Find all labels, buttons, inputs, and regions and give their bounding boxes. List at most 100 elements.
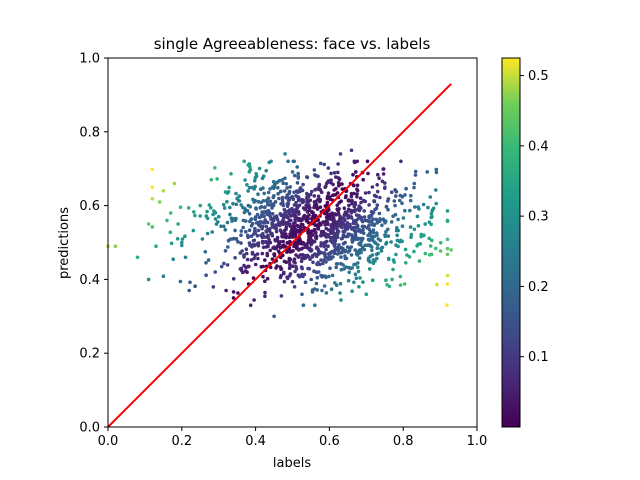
scatter-point bbox=[355, 224, 360, 229]
scatter-point bbox=[438, 249, 443, 253]
scatter-point bbox=[408, 198, 413, 203]
scatter-point bbox=[357, 285, 361, 289]
scatter-point bbox=[413, 169, 418, 174]
scatter-point bbox=[278, 275, 283, 280]
scatter-point bbox=[349, 148, 354, 153]
scatter-point bbox=[289, 233, 294, 237]
scatter-point bbox=[336, 211, 341, 216]
scatter-point bbox=[225, 199, 229, 204]
scatter-point bbox=[215, 177, 219, 181]
scatter-point bbox=[273, 200, 278, 204]
scatter-point bbox=[393, 203, 397, 208]
scatter-point bbox=[296, 176, 301, 180]
scatter-point bbox=[435, 282, 439, 287]
scatter-point bbox=[295, 181, 300, 185]
scatter-point bbox=[371, 217, 375, 221]
scatter-point bbox=[350, 201, 354, 206]
scatter-point bbox=[291, 221, 296, 226]
colorbar-tick-label: 0.4 bbox=[528, 139, 549, 154]
scatter-layer bbox=[106, 148, 454, 319]
scatter-point bbox=[299, 225, 303, 230]
scatter-point bbox=[193, 284, 197, 289]
scatter-point bbox=[290, 170, 295, 174]
scatter-point bbox=[445, 209, 450, 213]
scatter-point bbox=[305, 210, 310, 214]
scatter-point bbox=[328, 251, 333, 256]
scatter-point bbox=[434, 201, 439, 206]
scatter-point bbox=[248, 165, 252, 169]
scatter-point bbox=[339, 267, 344, 272]
scatter-point bbox=[342, 206, 347, 210]
scatter-point bbox=[349, 253, 354, 257]
scatter-point bbox=[246, 189, 250, 193]
scatter-point bbox=[394, 194, 398, 198]
scatter-point bbox=[246, 264, 250, 269]
scatter-point bbox=[356, 265, 360, 270]
scatter-point bbox=[209, 206, 213, 210]
scatter-point bbox=[259, 200, 264, 205]
scatter-point bbox=[228, 205, 232, 210]
scatter-point bbox=[212, 209, 216, 213]
scatter-point bbox=[276, 192, 280, 196]
scatter-point bbox=[261, 274, 265, 279]
scatter-point bbox=[318, 197, 322, 202]
scatter-point bbox=[154, 244, 158, 248]
scatter-point bbox=[349, 245, 354, 249]
scatter-point bbox=[430, 238, 434, 243]
scatter-point bbox=[367, 267, 372, 271]
scatter-point bbox=[290, 206, 294, 211]
scatter-point bbox=[256, 192, 260, 196]
scatter-point bbox=[275, 216, 279, 221]
scatter-point bbox=[335, 262, 340, 266]
scatter-point bbox=[380, 223, 384, 228]
scatter-point bbox=[341, 263, 345, 267]
scatter-point bbox=[347, 203, 351, 208]
scatter-point bbox=[355, 237, 360, 242]
scatter-point bbox=[425, 170, 430, 174]
scatter-point bbox=[389, 220, 394, 224]
scatter-point bbox=[297, 248, 301, 252]
scatter-point bbox=[178, 279, 183, 284]
scatter-point bbox=[245, 257, 250, 262]
scatter-point bbox=[332, 171, 337, 175]
scatter-point bbox=[371, 230, 376, 235]
scatter-point bbox=[287, 259, 292, 264]
scatter-point bbox=[288, 222, 292, 226]
scatter-point bbox=[245, 270, 249, 275]
colorbar-tick-label: 0.1 bbox=[528, 350, 549, 365]
x-tick-label: 0.6 bbox=[319, 434, 340, 449]
scatter-point bbox=[294, 264, 298, 269]
scatter-point bbox=[378, 217, 382, 221]
scatter-point bbox=[417, 259, 422, 263]
scatter-point bbox=[358, 276, 362, 280]
scatter-point bbox=[301, 182, 305, 187]
scatter-point bbox=[288, 185, 293, 189]
scatter-point bbox=[263, 219, 268, 224]
scatter-point bbox=[305, 205, 310, 209]
scatter-point bbox=[343, 218, 347, 222]
scatter-point bbox=[400, 224, 405, 228]
scatter-point bbox=[193, 213, 197, 218]
scatter-point bbox=[422, 233, 426, 237]
scatter-point bbox=[297, 198, 301, 203]
scatter-point bbox=[331, 212, 336, 217]
scatter-point bbox=[336, 162, 340, 166]
scatter-point bbox=[279, 202, 283, 206]
scatter-point bbox=[337, 201, 342, 205]
scatter-point bbox=[299, 259, 304, 264]
scatter-point bbox=[285, 250, 289, 254]
y-tick-label: 1.0 bbox=[79, 52, 100, 67]
scatter-point bbox=[333, 245, 337, 249]
scatter-point bbox=[297, 237, 302, 241]
scatter-point bbox=[354, 170, 358, 174]
scatter-point bbox=[324, 247, 328, 252]
scatter-point bbox=[223, 228, 228, 232]
scatter-point bbox=[270, 202, 274, 207]
scatter-point bbox=[331, 221, 336, 226]
scatter-point bbox=[346, 278, 351, 283]
scatter-point bbox=[279, 189, 283, 194]
scatter-point bbox=[445, 273, 450, 278]
scatter-point bbox=[285, 215, 290, 220]
scatter-point bbox=[249, 234, 254, 238]
scatter-point bbox=[394, 252, 398, 257]
